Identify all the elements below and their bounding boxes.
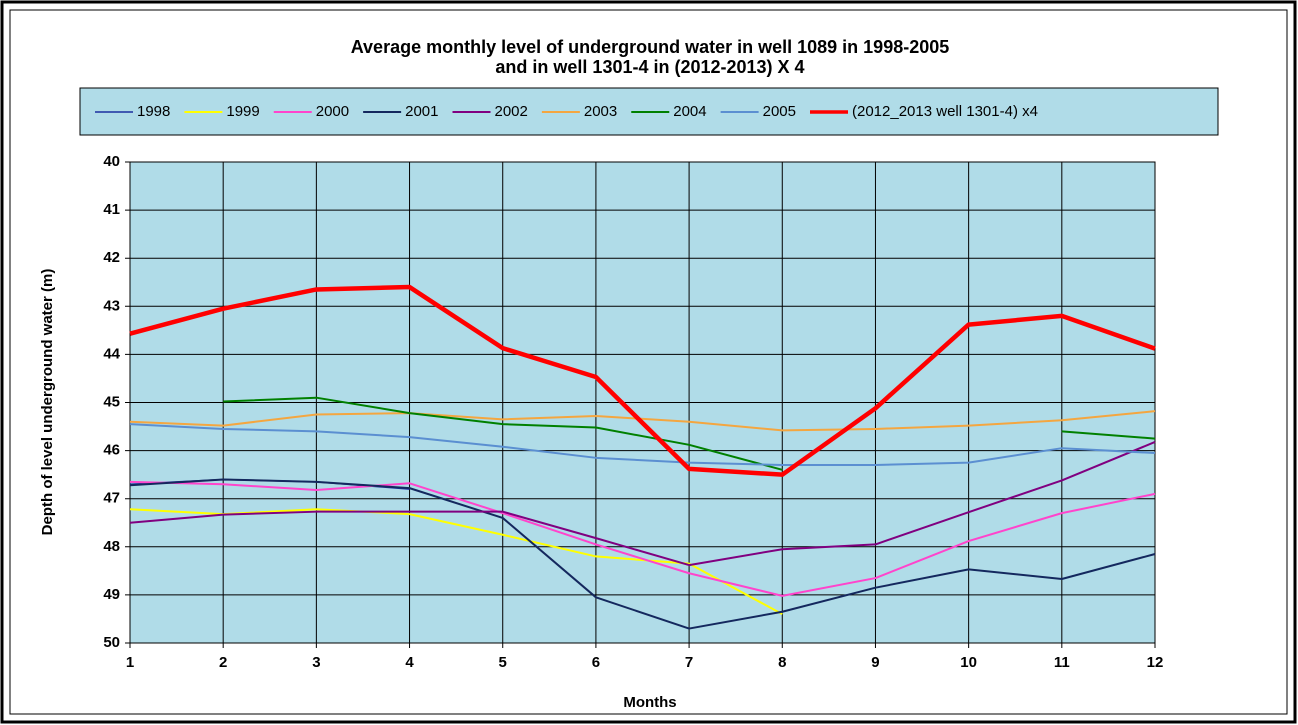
x-tick-label: 8 xyxy=(778,654,786,671)
y-tick-label: 40 xyxy=(103,153,120,170)
legend-label: 2000 xyxy=(316,103,349,120)
x-axis-title: Months xyxy=(623,694,676,711)
y-tick-label: 43 xyxy=(103,297,120,314)
x-tick-label: 5 xyxy=(499,654,507,671)
data-line xyxy=(129,478,1156,630)
y-tick-label: 48 xyxy=(103,538,120,555)
x-tick-label: 11 xyxy=(1054,654,1070,671)
x-tick-label: 6 xyxy=(592,654,600,671)
inner-frame xyxy=(9,9,1288,715)
chart-title: Average monthly level of underground wat… xyxy=(351,37,950,57)
y-tick-label: 46 xyxy=(103,442,120,459)
x-tick-label: 10 xyxy=(960,654,977,671)
y-tick-label: 45 xyxy=(103,393,120,410)
x-tick-label: 9 xyxy=(871,654,879,671)
data-line xyxy=(129,423,1156,467)
y-axis-title: Depth of level underground water (m) xyxy=(39,269,56,536)
legend-label: 2001 xyxy=(405,103,438,120)
legend-label: 2005 xyxy=(763,103,796,120)
legend-label: (2012_2013 well 1301-4) x4 xyxy=(852,103,1038,120)
legend-label: 2003 xyxy=(584,103,617,120)
y-tick-label: 42 xyxy=(103,249,120,266)
y-tick-label: 50 xyxy=(103,634,120,651)
chart-title: and in well 1301-4 in (2012-2013) X 4 xyxy=(495,57,804,77)
legend-label: 2004 xyxy=(673,103,706,120)
data-line xyxy=(129,284,1156,477)
y-tick-label: 41 xyxy=(103,201,120,218)
data-line xyxy=(129,410,1156,432)
data-line xyxy=(223,396,1156,471)
y-tick-label: 44 xyxy=(103,345,120,362)
data-line xyxy=(129,441,1156,567)
data-line xyxy=(129,480,1156,597)
x-tick-label: 2 xyxy=(219,654,227,671)
y-tick-label: 47 xyxy=(103,490,120,507)
legend-label: 1999 xyxy=(226,103,259,120)
x-tick-label: 3 xyxy=(312,654,320,671)
x-tick-label: 7 xyxy=(685,654,693,671)
x-tick-label: 1 xyxy=(126,654,134,671)
y-tick-label: 49 xyxy=(103,586,120,603)
legend-label: 2002 xyxy=(495,103,528,120)
legend-label: 1998 xyxy=(137,103,170,120)
x-tick-label: 12 xyxy=(1147,654,1164,671)
x-tick-label: 4 xyxy=(405,654,414,671)
